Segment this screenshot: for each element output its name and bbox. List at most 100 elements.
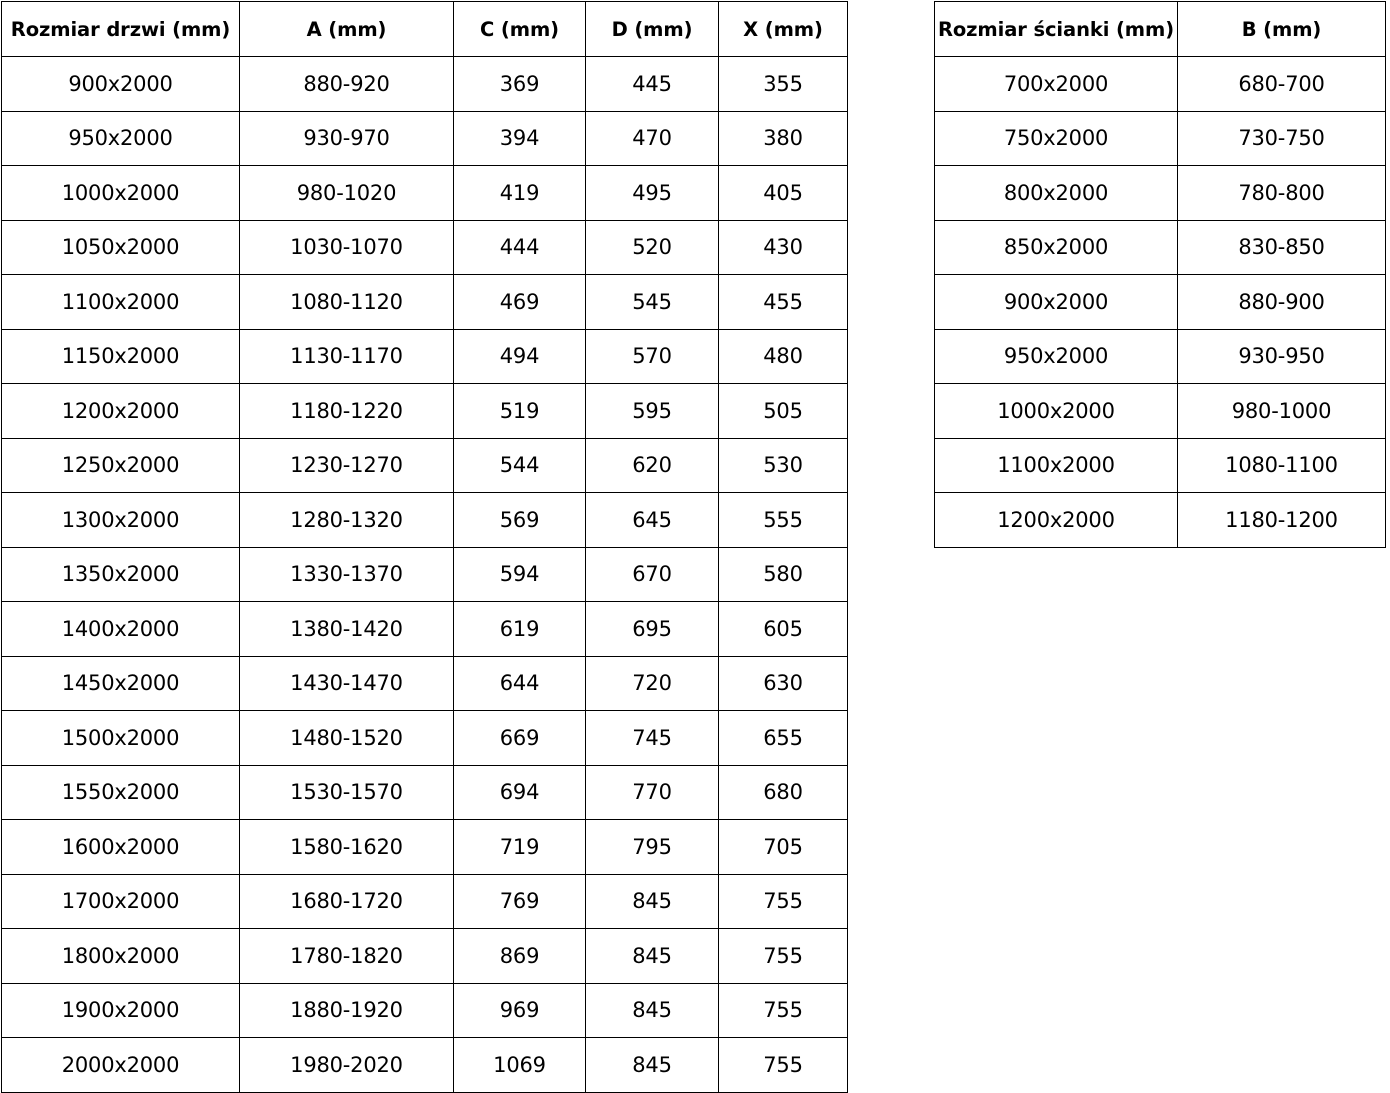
column-header-x: X (mm) [718, 1, 848, 57]
cell-b: 930-950 [1177, 328, 1386, 384]
cell-c: 369 [453, 56, 586, 112]
table-row: 700x2000 680-700 [934, 56, 1386, 112]
cell-door-size: 1050x2000 [1, 219, 240, 275]
cell-a: 1280-1320 [239, 492, 454, 548]
cell-wall-size: 750x2000 [934, 110, 1178, 166]
cell-c: 694 [453, 764, 586, 820]
wall-panel-size-table: Rozmiar ścianki (mm) B (mm) 700x2000 680-… [934, 1, 1386, 548]
table-row: 750x2000 730-750 [934, 110, 1386, 166]
cell-d: 545 [585, 274, 719, 330]
cell-x: 455 [718, 274, 848, 330]
cell-c: 494 [453, 328, 586, 384]
column-header-d: D (mm) [585, 1, 719, 57]
cell-door-size: 900x2000 [1, 56, 240, 112]
cell-door-size: 1350x2000 [1, 546, 240, 602]
table-row: 1100x2000 1080-1100 [934, 437, 1386, 493]
cell-wall-size: 1100x2000 [934, 437, 1178, 493]
cell-c: 719 [453, 819, 586, 875]
cell-wall-size: 900x2000 [934, 274, 1178, 330]
cell-d: 845 [585, 928, 719, 984]
cell-c: 394 [453, 110, 586, 166]
table-row: 2000x2000 1980-2020 1069 845 755 [1, 1037, 848, 1093]
cell-x: 755 [718, 982, 848, 1038]
cell-door-size: 1200x2000 [1, 383, 240, 439]
cell-wall-size: 700x2000 [934, 56, 1178, 112]
cell-a: 930-970 [239, 110, 454, 166]
cell-a: 1430-1470 [239, 655, 454, 711]
cell-a: 1780-1820 [239, 928, 454, 984]
table-row: 850x2000 830-850 [934, 219, 1386, 275]
cell-b: 980-1000 [1177, 383, 1386, 439]
cell-x: 580 [718, 546, 848, 602]
cell-x: 530 [718, 437, 848, 493]
cell-wall-size: 1200x2000 [934, 492, 1178, 548]
table-row: 1500x2000 1480-1520 669 745 655 [1, 710, 848, 766]
cell-c: 869 [453, 928, 586, 984]
cell-door-size: 1100x2000 [1, 274, 240, 330]
cell-a: 1480-1520 [239, 710, 454, 766]
cell-d: 595 [585, 383, 719, 439]
table-row: 1050x2000 1030-1070 444 520 430 [1, 219, 848, 275]
cell-a: 1530-1570 [239, 764, 454, 820]
cell-x: 755 [718, 873, 848, 929]
cell-door-size: 1000x2000 [1, 165, 240, 221]
cell-d: 470 [585, 110, 719, 166]
wall-panel-size-table-body: 700x2000 680-700 750x2000 730-750 800x2000 78… [934, 56, 1386, 548]
cell-c: 519 [453, 383, 586, 439]
cell-x: 480 [718, 328, 848, 384]
wall-panel-size-table-header: Rozmiar ścianki (mm) B (mm) [934, 1, 1386, 57]
table-row: 950x2000 930-950 [934, 328, 1386, 384]
table-row: 1700x2000 1680-1720 769 845 755 [1, 873, 848, 929]
table-row: 1000x2000 980-1020 419 495 405 [1, 165, 848, 221]
cell-d: 720 [585, 655, 719, 711]
cell-a: 880-920 [239, 56, 454, 112]
cell-x: 755 [718, 1037, 848, 1093]
cell-c: 644 [453, 655, 586, 711]
cell-d: 445 [585, 56, 719, 112]
cell-x: 605 [718, 601, 848, 657]
cell-a: 1330-1370 [239, 546, 454, 602]
table-row: 900x2000 880-920 369 445 355 [1, 56, 848, 112]
cell-x: 680 [718, 764, 848, 820]
cell-a: 1980-2020 [239, 1037, 454, 1093]
cell-b: 730-750 [1177, 110, 1386, 166]
cell-a: 1030-1070 [239, 219, 454, 275]
cell-door-size: 2000x2000 [1, 1037, 240, 1093]
cell-d: 570 [585, 328, 719, 384]
cell-door-size: 1500x2000 [1, 710, 240, 766]
cell-d: 670 [585, 546, 719, 602]
cell-c: 969 [453, 982, 586, 1038]
cell-door-size: 1550x2000 [1, 764, 240, 820]
table-header-row: Rozmiar drzwi (mm) A (mm) C (mm) D (mm) … [1, 1, 848, 57]
cell-d: 845 [585, 873, 719, 929]
cell-door-size: 1250x2000 [1, 437, 240, 493]
cell-door-size: 1150x2000 [1, 328, 240, 384]
cell-door-size: 1900x2000 [1, 982, 240, 1038]
table-row: 1350x2000 1330-1370 594 670 580 [1, 546, 848, 602]
cell-d: 645 [585, 492, 719, 548]
cell-b: 830-850 [1177, 219, 1386, 275]
cell-b: 780-800 [1177, 165, 1386, 221]
cell-x: 705 [718, 819, 848, 875]
cell-door-size: 950x2000 [1, 110, 240, 166]
cell-c: 569 [453, 492, 586, 548]
table-row: 900x2000 880-900 [934, 274, 1386, 330]
cell-c: 1069 [453, 1037, 586, 1093]
cell-door-size: 1700x2000 [1, 873, 240, 929]
cell-wall-size: 850x2000 [934, 219, 1178, 275]
cell-d: 795 [585, 819, 719, 875]
table-row: 1000x2000 980-1000 [934, 383, 1386, 439]
cell-x: 755 [718, 928, 848, 984]
table-row: 1150x2000 1130-1170 494 570 480 [1, 328, 848, 384]
cell-x: 405 [718, 165, 848, 221]
cell-c: 594 [453, 546, 586, 602]
cell-c: 619 [453, 601, 586, 657]
cell-a: 1080-1120 [239, 274, 454, 330]
cell-b: 680-700 [1177, 56, 1386, 112]
cell-door-size: 1450x2000 [1, 655, 240, 711]
table-row: 1450x2000 1430-1470 644 720 630 [1, 655, 848, 711]
cell-a: 1580-1620 [239, 819, 454, 875]
cell-c: 544 [453, 437, 586, 493]
cell-d: 745 [585, 710, 719, 766]
door-size-table-header: Rozmiar drzwi (mm) A (mm) C (mm) D (mm) … [1, 1, 848, 57]
